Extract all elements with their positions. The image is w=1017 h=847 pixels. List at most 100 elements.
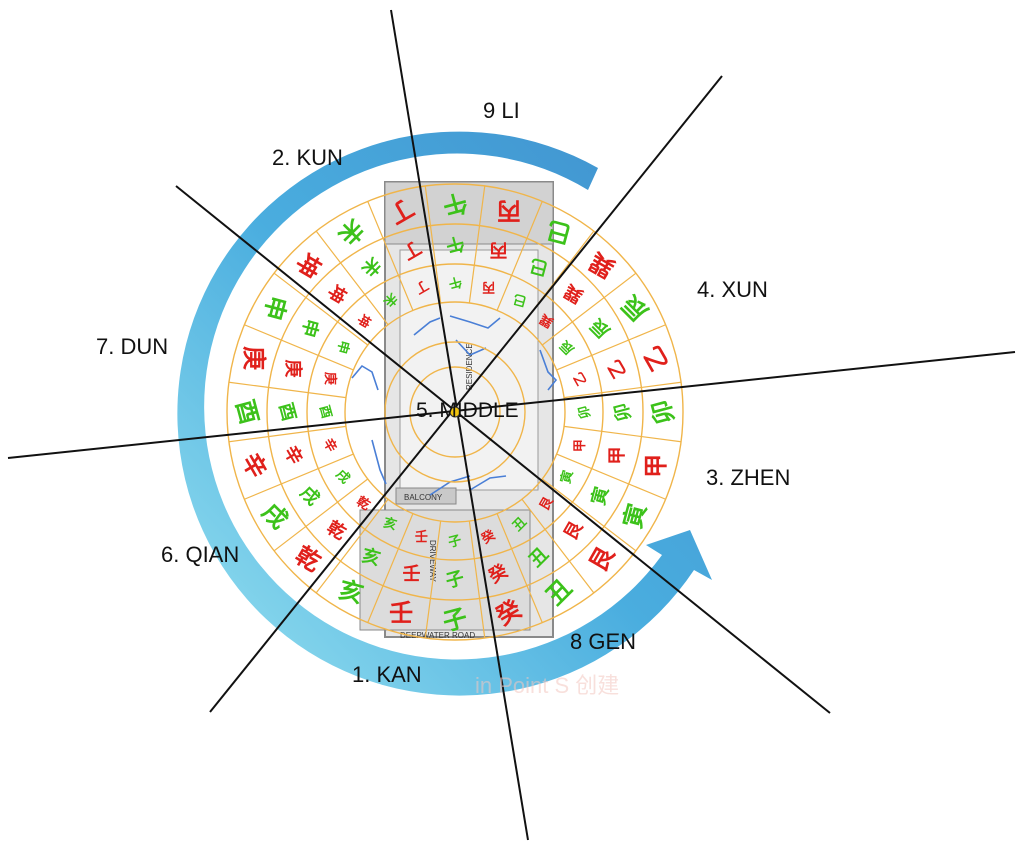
mountain-glyph: 卯: [646, 397, 679, 427]
ring-divider: [556, 453, 666, 500]
plan-main-block: [399, 249, 539, 491]
ring-divider: [496, 513, 543, 623]
plan-furniture: [351, 315, 558, 496]
mountain-glyph: 子: [447, 533, 463, 551]
mountain-glyph: 庚: [282, 360, 304, 378]
palace-label-middle: 5. MIDDLE: [416, 399, 519, 422]
palace-label-li: 9 LI: [483, 98, 520, 123]
mountain-glyph: 酉: [316, 404, 334, 420]
ring-divider: [424, 185, 442, 304]
center-point: [449, 406, 461, 418]
ring-divider: [315, 230, 389, 326]
palace-label-gen: 8 GEN: [570, 629, 636, 654]
ring-divider: [273, 272, 369, 346]
ring-circle: [226, 183, 684, 641]
mountain-glyph: 戌: [256, 498, 293, 535]
sector-line: [175, 185, 831, 714]
plan-top-block: [384, 181, 554, 245]
ring-divider: [468, 185, 486, 304]
mountain-glyph: 寅: [587, 484, 613, 507]
mountain-glyph: 丙: [489, 239, 507, 260]
mountain-glyph: 寅: [558, 469, 577, 486]
mountain-glyph: 巳: [512, 290, 528, 308]
mountain-glyph: 坤: [353, 311, 373, 330]
mountain-glyph: 巽: [585, 247, 620, 283]
palace-label-kan: 1. KAN: [352, 662, 422, 687]
mountain-glyph: 坤: [290, 248, 326, 283]
mountain-glyph: 乙: [638, 341, 674, 376]
ring-divider: [315, 498, 389, 594]
mountain-glyph: 壬: [415, 529, 428, 545]
ring-divider: [468, 520, 486, 639]
ring-divider: [367, 513, 414, 623]
ring-divider: [541, 272, 637, 346]
mountain-glyph: 亥: [360, 544, 383, 570]
ring-divider: [273, 478, 369, 552]
mountain-glyph: 子: [444, 568, 467, 593]
ring-circle: [384, 341, 526, 483]
ring-circle: [409, 366, 501, 458]
ring-divider: [228, 425, 347, 443]
mountain-glyph: 甲: [642, 454, 670, 478]
mountain-glyph: 辰: [587, 314, 615, 342]
ring-divider: [244, 453, 354, 500]
mountain-glyph: 壬: [389, 599, 413, 627]
mountain-glyph: 申: [258, 293, 291, 323]
ring-divider: [541, 478, 637, 552]
mountain-glyph: 坤: [323, 280, 351, 307]
mountain-glyph: 丙: [497, 197, 521, 225]
ring-circle: [344, 301, 566, 523]
ring-divider: [556, 324, 666, 371]
ring-divider: [563, 425, 682, 443]
mountain-glyph: 庚: [240, 346, 268, 370]
mountain-glyph: 乾: [291, 541, 326, 577]
mountain-glyph: 未: [333, 213, 370, 250]
mountain-glyph: 乙: [604, 355, 631, 381]
mountain-glyph: 卯: [575, 404, 594, 421]
residence-label: RESIDENCE: [465, 343, 474, 390]
ring-circle: [266, 223, 644, 601]
ring-circle: [306, 263, 604, 561]
ring-divider: [228, 381, 347, 399]
mountain-glyph: 丙: [482, 279, 495, 294]
mountain-glyph: 辛: [236, 448, 272, 483]
driveway-label: DRIVEWAY: [428, 540, 437, 582]
ring-divider: [521, 498, 595, 594]
mountain-glyph: 艮: [584, 541, 621, 577]
balcony-label: BALCONY: [404, 493, 443, 502]
mountain-glyph: 乙: [571, 369, 590, 388]
ring-divider: [424, 520, 442, 639]
mountain-glyph: 辛: [320, 436, 340, 455]
mountain-glyph: 寅: [619, 501, 652, 531]
mountain-glyph: 甲: [607, 446, 628, 464]
balcony-box: [395, 487, 457, 505]
mountain-glyph: 艮: [560, 517, 588, 544]
sector-line: [390, 9, 529, 841]
mountain-glyph: 酉: [230, 397, 263, 427]
sector-line: [209, 75, 723, 713]
palace-label-dun: 7. DUN: [96, 334, 168, 359]
sector-lines: [7, 9, 1016, 841]
ring-divider: [496, 201, 543, 311]
ring-divider: [244, 324, 354, 371]
mountain-glyph: 戌: [296, 482, 324, 510]
mountain-glyph: 丁: [412, 277, 431, 296]
mountain-glyph: 酉: [275, 401, 300, 424]
mountain-glyph: 未: [357, 253, 385, 281]
ring-divider: [367, 201, 414, 311]
mountain-glyph: 乾: [323, 516, 350, 544]
mountain-glyph: 卯: [611, 401, 636, 424]
mountain-glyph: 辰: [557, 336, 578, 357]
mountain-glyph: 午: [444, 232, 467, 258]
plan-bottom-block: [359, 509, 531, 631]
palace-label-kun: 2. KUN: [272, 145, 343, 170]
mountain-glyph: 申: [333, 339, 352, 356]
road-label: DEEPWATER ROAD: [400, 631, 475, 640]
mountain-glyph: 戌: [333, 466, 354, 487]
mountain-glyph: 巽: [538, 310, 557, 329]
mountain-glyph: 午: [447, 273, 464, 292]
mountain-glyph: 申: [297, 317, 323, 340]
ring-divider: [563, 381, 682, 399]
mountain-glyph: 巽: [561, 280, 587, 307]
